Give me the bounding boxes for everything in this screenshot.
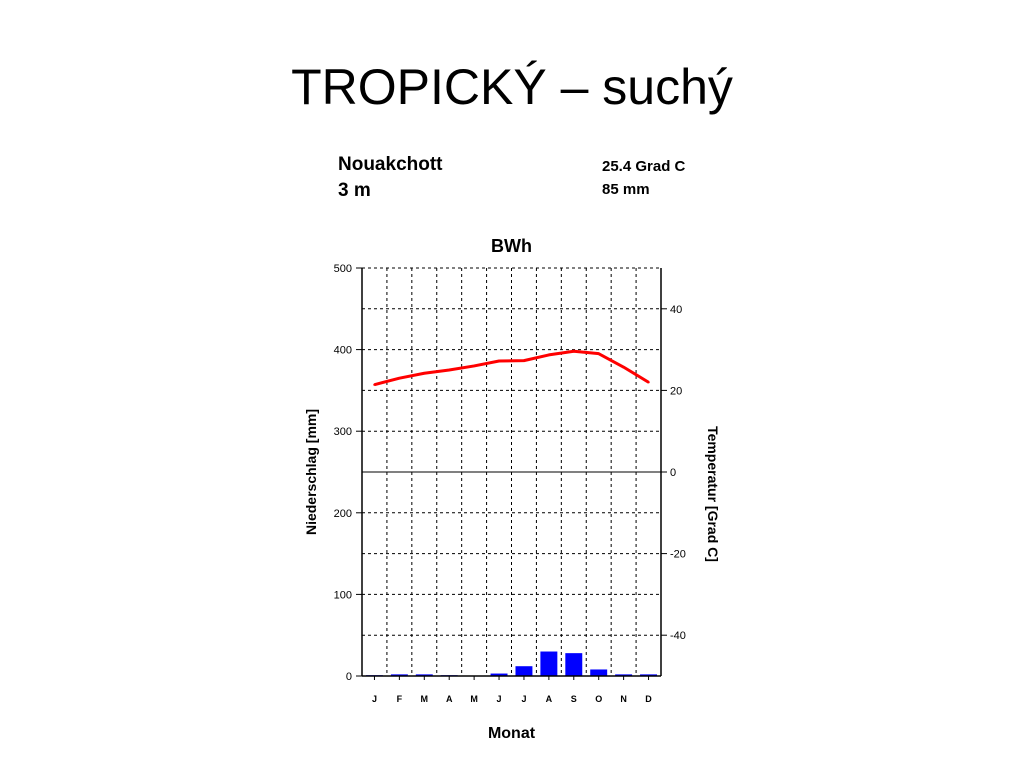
annual-temperature: 25.4 Grad C xyxy=(602,158,686,175)
axis-labels: 0 100 200 300 400 500 -40 -20 0 20 40 J F M A M J J A S O N D B… xyxy=(303,236,721,742)
temperature-line xyxy=(373,349,650,387)
month-label: S xyxy=(571,694,577,704)
precipitation-bar xyxy=(415,674,433,676)
precipitation-bars xyxy=(365,651,658,676)
month-label: A xyxy=(546,694,553,704)
precip-tick-label: 400 xyxy=(334,345,352,357)
month-label: N xyxy=(620,694,627,704)
chart-title: BWh xyxy=(491,236,532,256)
temp-tick-label: -20 xyxy=(670,549,686,561)
x-axis-title: Monat xyxy=(488,725,536,742)
station-name: Nouakchott xyxy=(338,154,443,175)
month-label: F xyxy=(397,694,403,704)
annual-precipitation: 85 mm xyxy=(602,181,650,198)
temperature-series-line xyxy=(374,349,650,387)
temperature-point xyxy=(448,368,451,372)
temp-tick-label: 0 xyxy=(670,467,676,479)
precipitation-bar xyxy=(515,666,533,676)
temperature-point xyxy=(547,353,551,357)
temperature-point xyxy=(597,352,600,355)
month-label: J xyxy=(497,694,502,704)
temperature-point xyxy=(572,350,575,353)
precip-tick-label: 500 xyxy=(334,263,352,275)
temp-tick-label: -40 xyxy=(670,630,686,642)
precipitation-bar xyxy=(540,651,558,676)
month-label: O xyxy=(595,694,602,704)
month-label: M xyxy=(470,694,478,704)
slide-title: TROPICKÝ – suchý xyxy=(291,59,733,115)
axes xyxy=(356,267,667,680)
temperature-point xyxy=(373,383,376,386)
temperature-point xyxy=(647,381,650,384)
temp-tick-label: 40 xyxy=(670,304,682,316)
temp-tick-label: 20 xyxy=(670,385,682,397)
precipitation-bar xyxy=(565,653,583,676)
temperature-point xyxy=(622,365,625,369)
month-label: A xyxy=(446,694,453,704)
temperature-point xyxy=(497,359,501,363)
month-label: J xyxy=(521,694,526,704)
precip-tick-label: 200 xyxy=(334,508,352,520)
precipitation-axis-title: Niederschlag [mm] xyxy=(303,409,319,535)
temperature-point xyxy=(522,359,526,362)
precipitation-bar xyxy=(390,674,408,676)
precipitation-bar xyxy=(615,674,633,676)
station-elevation: 3 m xyxy=(338,180,371,201)
precipitation-bar xyxy=(490,673,508,676)
precip-tick-label: 100 xyxy=(334,589,352,601)
temperature-point xyxy=(472,364,476,368)
temperature-point xyxy=(398,376,401,380)
temperature-point xyxy=(423,372,426,375)
temperature-axis-title: Temperatur [Grad C] xyxy=(705,426,721,562)
precip-tick-label: 300 xyxy=(334,426,352,438)
month-label: M xyxy=(421,694,429,704)
precip-tick-label: 0 xyxy=(346,671,352,683)
month-label: D xyxy=(645,694,652,704)
precipitation-bar xyxy=(640,674,658,676)
precipitation-bar xyxy=(590,669,608,676)
grid xyxy=(362,268,661,676)
month-label: J xyxy=(372,694,377,704)
